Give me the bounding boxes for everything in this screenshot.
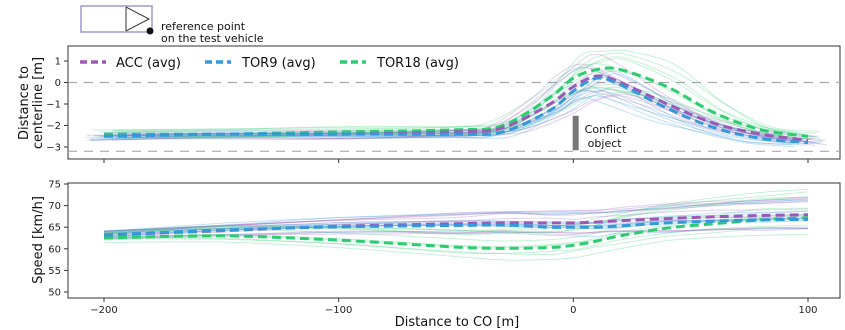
top-y-tick-label: −3: [46, 143, 61, 154]
individual-run-line: [103, 210, 809, 235]
top-panel-frame: [67, 45, 841, 160]
individual-run-line: [89, 97, 794, 145]
bottom-y-tick-label: 60: [48, 244, 61, 255]
vehicle-direction-arrow: [125, 6, 151, 32]
individual-run-line: [103, 227, 809, 239]
individual-run-line: [103, 227, 809, 238]
top-y-axis-label-line1: Distance to: [17, 66, 32, 140]
bottom-y-tick-label: 55: [48, 266, 61, 277]
vehicle-body: [80, 5, 153, 33]
bottom-y-tick-label: 65: [48, 223, 61, 234]
individual-run-line: [103, 201, 809, 234]
top-panel: 1 0 −1 −2 −3 Conflict object ACC (avg) TOR9 …: [17, 45, 841, 163]
individual-run-line: [103, 234, 809, 261]
x-tick-label: 100: [798, 305, 817, 316]
individual-run-line: [87, 66, 792, 146]
x-axis-label: Distance to CO [m]: [395, 315, 519, 330]
series-line-tor9: [103, 76, 809, 145]
reference-label-line1: reference point: [161, 20, 246, 33]
vehicle-diagram: reference point on the test vehicle: [80, 5, 264, 45]
individual-run-line: [103, 200, 809, 233]
bottom-y-tick-label: 50: [48, 288, 61, 299]
individual-run-line: [103, 224, 809, 254]
individual-run-line: [103, 226, 809, 256]
individual-run-line: [86, 63, 791, 142]
top-y-axis-label-line2: centerline [m]: [31, 57, 46, 149]
x-tick-label: −100: [325, 305, 352, 316]
legend: ACC (avg) TOR9 (avg) TOR18 (avg): [80, 56, 459, 71]
top-y-tick-label: 1: [55, 57, 61, 68]
bottom-y-tick-label: 70: [48, 201, 61, 212]
legend-label-acc: ACC (avg): [116, 56, 181, 71]
individual-run-line: [103, 198, 809, 232]
x-tick-label: −200: [90, 305, 117, 316]
top-y-tick-label: −1: [46, 100, 61, 111]
bottom-y-axis-label: Speed [km/h]: [31, 196, 46, 284]
x-tick-label: 0: [570, 305, 576, 316]
series-line-tor18: [103, 216, 809, 250]
individual-run-line: [103, 217, 809, 234]
individual-run-line: [99, 86, 804, 140]
reference-point-dot: [146, 27, 154, 35]
individual-run-line: [103, 208, 809, 236]
conflict-object-bar: [572, 115, 579, 151]
individual-run-line: [99, 53, 804, 141]
bottom-panel: 75 70 65 60 55 50 −200 −100 0 100 Speed [km/h] D…: [31, 180, 841, 330]
series-line-tor9: [103, 217, 809, 237]
bottom-panel-frame: [67, 182, 841, 299]
top-y-tick-label: 0: [55, 78, 61, 89]
individual-run-line: [100, 90, 805, 146]
legend-label-tor9: TOR9 (avg): [241, 56, 316, 71]
individual-run-line: [103, 198, 809, 232]
individual-run-line: [103, 227, 809, 237]
conflict-object-label-line2: object: [588, 137, 623, 150]
individual-run-line: [112, 81, 817, 138]
individual-run-line: [103, 197, 809, 233]
individual-run-line: [103, 199, 809, 232]
bottom-y-tick-label: 75: [48, 180, 61, 191]
individual-run-line: [116, 70, 821, 145]
reference-label-line2: on the test vehicle: [161, 32, 264, 45]
conflict-object-label-line1: Conflict: [585, 123, 627, 136]
individual-run-line: [114, 52, 819, 132]
individual-run-line: [100, 95, 805, 142]
individual-run-line: [90, 67, 795, 144]
individual-run-line: [112, 49, 817, 134]
top-y-tick-label: −2: [46, 121, 61, 132]
individual-run-line: [103, 228, 809, 240]
legend-label-tor18: TOR18 (avg): [376, 56, 459, 71]
individual-run-line: [122, 95, 827, 146]
